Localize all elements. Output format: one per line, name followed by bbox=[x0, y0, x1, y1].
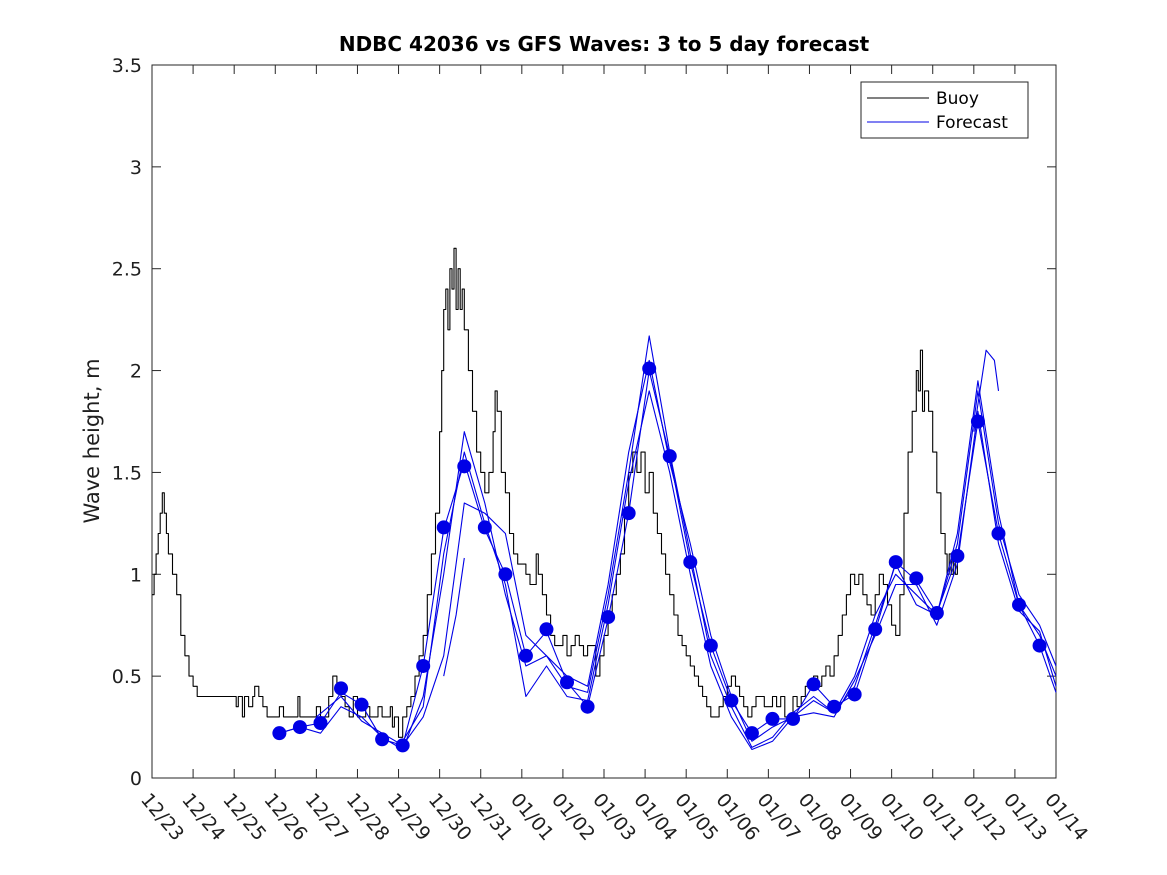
forecast-marker bbox=[395, 738, 410, 753]
legend: Buoy Forecast bbox=[860, 81, 1029, 139]
forecast-marker bbox=[601, 610, 616, 625]
forecast-markers bbox=[272, 361, 1047, 753]
forecast-marker bbox=[765, 711, 780, 726]
forecast-marker bbox=[334, 681, 349, 696]
axes-box bbox=[151, 64, 1057, 779]
forecast-marker bbox=[621, 506, 636, 521]
plot-area: 00.511.522.533.512/2312/2412/2512/2612/2… bbox=[112, 55, 1092, 845]
forecast-marker bbox=[868, 622, 883, 637]
forecast-marker bbox=[354, 697, 369, 712]
legend-forecast-label: Forecast bbox=[936, 113, 1008, 133]
forecast-marker bbox=[313, 715, 328, 730]
forecast-marker bbox=[929, 605, 944, 620]
forecast-run-5-line bbox=[443, 557, 465, 677]
forecast-marker bbox=[991, 526, 1006, 541]
forecast-marker bbox=[683, 555, 698, 570]
chart-title: NDBC 42036 vs GFS Waves: 3 to 5 day fore… bbox=[339, 32, 870, 56]
forecast-marker bbox=[457, 459, 472, 474]
forecast-run-4-line bbox=[402, 390, 1057, 751]
y-tick-label: 1.5 bbox=[112, 462, 142, 484]
forecast-marker bbox=[970, 414, 985, 429]
forecast-marker bbox=[1012, 597, 1027, 612]
y-tick-label: 1 bbox=[130, 564, 142, 586]
forecast-marker bbox=[436, 520, 451, 535]
y-tick-label: 3 bbox=[130, 157, 142, 179]
forecast-marker bbox=[477, 520, 492, 535]
forecast-marker bbox=[888, 555, 903, 570]
forecast-marker bbox=[416, 658, 431, 673]
forecast-marker bbox=[724, 693, 739, 708]
forecast-marker bbox=[375, 732, 390, 747]
forecast-marker bbox=[642, 361, 657, 376]
forecast-marker bbox=[1032, 638, 1047, 653]
forecast-marker bbox=[950, 548, 965, 563]
y-tick-label: 3.5 bbox=[112, 55, 142, 77]
forecast-marker bbox=[518, 648, 533, 663]
forecast-marker bbox=[498, 567, 513, 582]
forecast-marker bbox=[580, 699, 595, 714]
forecast-marker bbox=[744, 726, 759, 741]
forecast-marker bbox=[806, 677, 821, 692]
y-tick-label: 2 bbox=[130, 361, 142, 383]
forecast-marker bbox=[909, 571, 924, 586]
forecast-marker bbox=[703, 638, 718, 653]
forecast-marker bbox=[539, 622, 554, 637]
legend-buoy-label: Buoy bbox=[936, 89, 979, 109]
y-axis-label: Wave height, m bbox=[80, 358, 104, 523]
y-tick-label: 2.5 bbox=[112, 259, 142, 281]
buoy-line bbox=[152, 247, 958, 738]
forecast-run-6-line bbox=[973, 349, 1000, 432]
forecast-marker bbox=[560, 675, 575, 690]
forecast-marker bbox=[662, 449, 677, 464]
forecast-marker bbox=[847, 687, 862, 702]
forecast-marker bbox=[292, 720, 307, 735]
forecast-marker bbox=[786, 711, 801, 726]
y-tick-label: 0.5 bbox=[112, 666, 142, 688]
legend-box bbox=[860, 81, 1029, 139]
forecast-marker bbox=[272, 726, 287, 741]
forecast-marker bbox=[827, 699, 842, 714]
y-tick-label: 0 bbox=[130, 768, 142, 790]
